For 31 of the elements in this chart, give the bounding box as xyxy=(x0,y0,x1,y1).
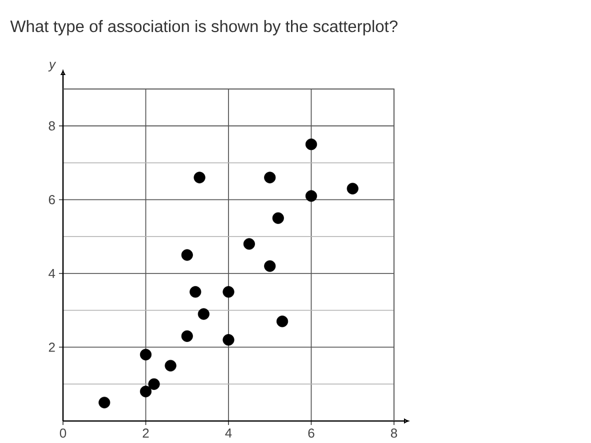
point xyxy=(243,238,255,250)
chart-title: What type of association is shown by the scatterplot? xyxy=(10,20,398,36)
x-tick-label: 8 xyxy=(390,428,398,438)
x-tick-label: 4 xyxy=(225,428,232,438)
x-tick-label: 0 xyxy=(60,428,66,438)
y-tick-label: 8 xyxy=(48,121,55,130)
point xyxy=(276,316,288,328)
point xyxy=(140,386,152,398)
y-tick-label: 2 xyxy=(48,342,55,352)
point xyxy=(198,308,210,320)
point xyxy=(181,249,193,261)
point xyxy=(222,286,234,298)
point xyxy=(164,360,176,372)
point xyxy=(272,212,284,224)
point xyxy=(140,348,152,360)
x-tick-label: 6 xyxy=(308,428,314,438)
point xyxy=(305,190,318,202)
y-tick-label: 6 xyxy=(48,195,55,204)
point xyxy=(222,334,234,346)
point xyxy=(264,260,276,272)
point xyxy=(148,378,160,390)
point xyxy=(194,172,206,184)
y-axis-title: y xyxy=(48,62,56,72)
point xyxy=(181,330,193,342)
point xyxy=(264,172,276,184)
point xyxy=(98,396,110,408)
y-tick-label: 4 xyxy=(48,268,56,278)
x-tick-label: 2 xyxy=(142,428,149,438)
point xyxy=(190,286,202,298)
point xyxy=(346,182,358,194)
point xyxy=(305,138,318,150)
